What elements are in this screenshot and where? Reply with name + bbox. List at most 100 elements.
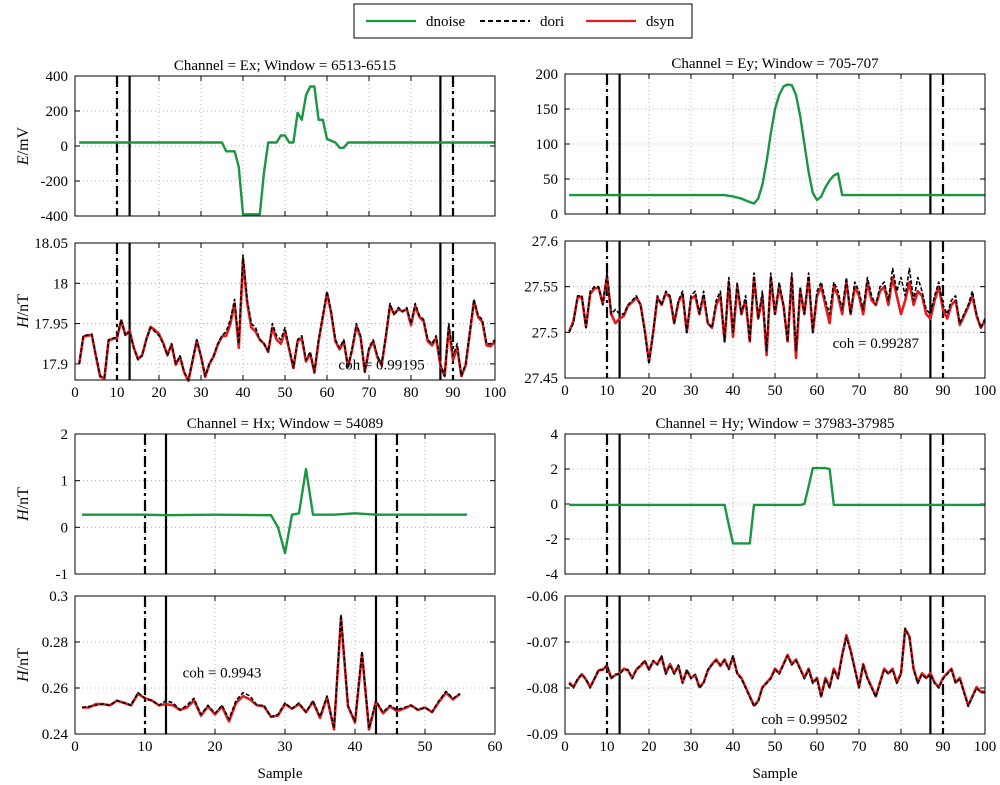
series-dnoise bbox=[82, 467, 467, 555]
series-dsyn bbox=[568, 275, 987, 363]
y-tick-label: 150 bbox=[536, 102, 559, 118]
y-axis-label-unit: /nT bbox=[15, 487, 32, 509]
panel-hy-noise: -4 -2 0 2 4 Channel = Hy; Window = 37983-3798… bbox=[546, 416, 986, 583]
x-tick-label: 60 bbox=[810, 383, 825, 399]
x-tick-label: 40 bbox=[236, 385, 251, 401]
panel-title: Channel = Hx; Window = 54089 bbox=[187, 416, 383, 432]
plot-frame bbox=[564, 595, 986, 735]
x-tick-label: 50 bbox=[278, 385, 293, 401]
plot-frame bbox=[74, 75, 496, 217]
y-tick-label: 0.28 bbox=[42, 635, 68, 651]
series-dnoise bbox=[79, 85, 495, 216]
y-tick-label: 50 bbox=[543, 172, 558, 188]
legend-label-dnoise: dnoise bbox=[426, 14, 466, 30]
y-tick-label: 200 bbox=[46, 104, 69, 120]
plot-frame bbox=[74, 433, 496, 575]
y-tick-label: -200 bbox=[41, 174, 69, 190]
x-tick-label: 20 bbox=[642, 383, 657, 399]
y-tick-label: 27.6 bbox=[532, 234, 559, 250]
plot-frame bbox=[564, 240, 986, 379]
series-dsyn bbox=[568, 627, 985, 707]
y-tick-label: 1 bbox=[61, 474, 69, 490]
y-tick-label: -2 bbox=[546, 532, 559, 548]
y-tick-label: 17.95 bbox=[34, 317, 68, 333]
coherence-annotation: coh = 0.9943 bbox=[183, 666, 262, 682]
y-axis-label: E/mV bbox=[15, 126, 32, 166]
x-tick-label: 30 bbox=[684, 383, 699, 399]
x-tick-label: 90 bbox=[936, 739, 951, 755]
y-tick-label: 0.3 bbox=[49, 589, 68, 605]
series-dori bbox=[78, 254, 496, 381]
plot-frame bbox=[564, 73, 986, 215]
y-tick-label: 0 bbox=[551, 207, 559, 223]
x-tick-label: 0 bbox=[561, 383, 569, 399]
panel-title: Channel = Ex; Window = 6513-6515 bbox=[174, 58, 396, 74]
x-axis-label-right: Sample bbox=[753, 766, 798, 782]
panel-hx-noise: -1 0 1 2 Channel = Hx; Window = 54089 H/nT bbox=[15, 416, 496, 583]
panel-ex-h: 17.9 17.95 18 18.05 0 10 20 30 40 50 60 70 80 90 100 H/… bbox=[15, 236, 506, 401]
x-tick-label: 70 bbox=[362, 385, 377, 401]
x-tick-label: 100 bbox=[974, 739, 997, 755]
x-tick-label: 10 bbox=[600, 383, 615, 399]
y-tick-label: -400 bbox=[41, 209, 69, 225]
y-axis-label-unit: /nT bbox=[15, 648, 32, 670]
x-tick-label: 100 bbox=[484, 385, 507, 401]
x-tick-label: 30 bbox=[194, 385, 209, 401]
x-tick-label: 90 bbox=[936, 383, 951, 399]
y-tick-label: 200 bbox=[536, 67, 559, 83]
plot-frame bbox=[74, 595, 496, 735]
panel-title: Channel = Hy; Window = 37983-37985 bbox=[656, 416, 895, 432]
y-tick-label: -4 bbox=[546, 567, 559, 583]
y-tick-label: 0 bbox=[61, 520, 69, 536]
x-tick-label: 60 bbox=[810, 739, 825, 755]
x-tick-label: 30 bbox=[684, 739, 699, 755]
y-axis-label: H/nT bbox=[15, 487, 32, 522]
x-tick-label: 50 bbox=[768, 739, 783, 755]
x-tick-label: 30 bbox=[278, 739, 293, 755]
y-axis-label: H/nT bbox=[15, 294, 32, 329]
x-tick-label: 60 bbox=[488, 739, 503, 755]
x-tick-label: 70 bbox=[852, 739, 867, 755]
y-tick-label: -1 bbox=[56, 567, 69, 583]
y-axis-label-unit: /nT bbox=[15, 294, 32, 316]
y-axis-label-symbol: H bbox=[15, 669, 32, 683]
series-dsyn bbox=[82, 616, 461, 731]
y-tick-label: 0 bbox=[551, 497, 559, 513]
plot-frame bbox=[74, 242, 496, 381]
y-tick-label: 0.26 bbox=[42, 681, 69, 697]
y-tick-label: 100 bbox=[536, 137, 559, 153]
series-dnoise bbox=[569, 466, 985, 545]
x-tick-label: 10 bbox=[110, 385, 125, 401]
series-dori bbox=[81, 613, 461, 730]
y-tick-label: 4 bbox=[551, 427, 559, 443]
x-tick-label: 80 bbox=[404, 385, 419, 401]
x-tick-label: 20 bbox=[642, 739, 657, 755]
x-tick-label: 10 bbox=[138, 739, 153, 755]
series-dsyn bbox=[77, 257, 496, 383]
legend-entry-dnoise: dnoise bbox=[366, 14, 466, 30]
y-axis-label: H/nT bbox=[15, 648, 32, 683]
y-axis-label-symbol: E bbox=[15, 155, 32, 166]
x-tick-label: 20 bbox=[152, 385, 167, 401]
y-tick-label: 400 bbox=[46, 69, 69, 85]
panel-ex-noise: -400 -200 0 200 400 Channel = Ex; Window = 65… bbox=[15, 58, 496, 225]
y-axis-label-symbol: H bbox=[15, 508, 32, 522]
y-tick-label: 18 bbox=[53, 276, 68, 292]
y-tick-label: 27.5 bbox=[532, 325, 558, 341]
series-dori bbox=[568, 627, 985, 708]
x-tick-label: 40 bbox=[726, 739, 741, 755]
panel-ey-noise: 0 50 100 150 200 Channel = Ey; Window = 705-7… bbox=[536, 56, 986, 223]
x-tick-label: 40 bbox=[726, 383, 741, 399]
series-dori bbox=[568, 267, 986, 366]
legend-label-dsyn: dsyn bbox=[646, 14, 675, 30]
y-tick-label: 18.05 bbox=[34, 236, 68, 252]
x-tick-label: 40 bbox=[348, 739, 363, 755]
x-tick-label: 100 bbox=[974, 383, 997, 399]
series-dnoise bbox=[569, 83, 985, 205]
coherence-annotation: coh = 0.99195 bbox=[338, 358, 424, 374]
x-tick-label: 90 bbox=[446, 385, 461, 401]
y-tick-label: -0.06 bbox=[527, 589, 559, 605]
x-tick-label: 0 bbox=[71, 739, 79, 755]
legend-label-dori: dori bbox=[540, 14, 564, 30]
legend-entry-dsyn: dsyn bbox=[586, 14, 675, 30]
